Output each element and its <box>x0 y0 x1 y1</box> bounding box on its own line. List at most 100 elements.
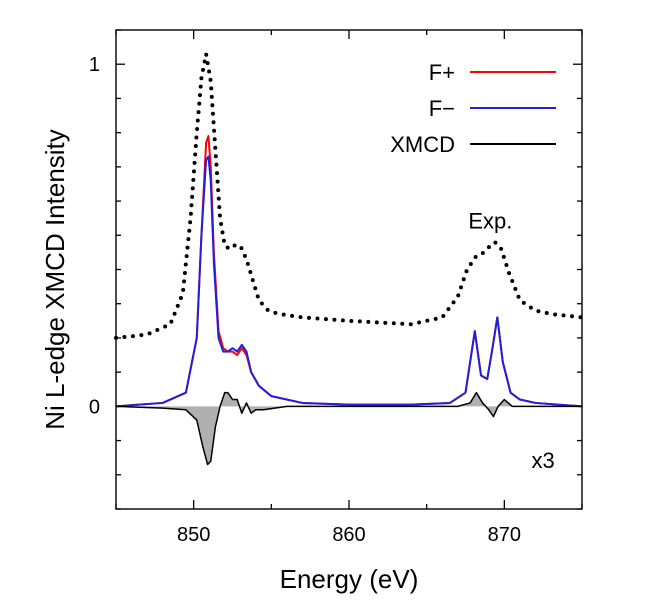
exp-data-point <box>507 271 512 276</box>
exp-data-point <box>187 228 192 233</box>
exp-data-point <box>248 269 253 274</box>
exp-data-point <box>215 171 220 176</box>
exp-data-point <box>198 84 203 89</box>
exp-data-point <box>197 93 202 98</box>
exp-data-point <box>253 286 258 291</box>
exp-data-point <box>212 137 217 142</box>
exp-data-point <box>340 318 345 323</box>
exp-data-point <box>193 152 198 157</box>
exp-data-point <box>298 315 303 320</box>
x-axis-label: Energy (eV) <box>280 564 419 594</box>
exp-data-point <box>213 154 218 159</box>
series-xmcd-line <box>115 391 582 466</box>
exp-data-point <box>208 77 213 82</box>
exp-data-point <box>513 286 518 291</box>
exp-data-point <box>456 293 461 298</box>
exp-data-point <box>147 331 152 336</box>
exp-data-point <box>306 315 311 320</box>
exp-data-point <box>130 334 135 339</box>
exp-data-point <box>225 245 230 250</box>
x-tick-label: 850 <box>177 524 210 546</box>
exp-data-point <box>199 76 204 81</box>
exp-data-point <box>493 240 498 245</box>
exp-data-point <box>202 59 207 64</box>
exp-data-point <box>433 316 438 321</box>
legend-label-fminus: F− <box>429 96 455 121</box>
exp-data-point <box>510 278 515 283</box>
exp-data-point <box>207 69 212 74</box>
exp-data-point <box>209 86 214 91</box>
exp-data-point <box>212 128 217 133</box>
y-tick-label: 1 <box>89 54 100 76</box>
exp-data-point <box>441 313 446 318</box>
exp-data-point <box>213 145 218 150</box>
exp-data-point <box>400 321 405 326</box>
exp-data-point <box>178 296 183 301</box>
exp-data-point <box>521 300 526 305</box>
ticks-layer: 850 860 870 0 1 <box>89 29 583 546</box>
exp-data-point <box>250 278 255 283</box>
exp-data-point <box>189 203 194 208</box>
exp-data-point <box>188 211 193 216</box>
exp-data-point <box>215 179 220 184</box>
x-tick-label: 870 <box>488 524 521 546</box>
exp-data-point <box>175 303 180 308</box>
exp-data-point <box>446 307 451 312</box>
exp-data-point <box>182 279 187 284</box>
series-fminus-line <box>115 155 583 408</box>
exp-data-point <box>193 143 198 148</box>
exp-data-point <box>220 230 225 235</box>
exp-data-point <box>232 243 237 248</box>
exp-data-point <box>242 253 247 258</box>
plot-frame <box>115 29 583 510</box>
y-axis-label: Ni L-edge XMCD Intensity <box>40 129 70 430</box>
exp-data-point <box>182 270 187 275</box>
exp-data-point <box>184 254 189 259</box>
exp-data-point <box>217 213 222 218</box>
exp-data-point <box>197 101 202 106</box>
legend: F+ F− XMCD <box>390 60 556 157</box>
exp-data-point <box>195 127 200 132</box>
exp-data-point <box>357 319 362 324</box>
exp-data-point <box>239 246 244 251</box>
exp-data-point <box>205 61 210 66</box>
exp-data-point <box>504 263 509 268</box>
exp-data-point <box>464 269 469 274</box>
exp-data-point <box>425 318 430 323</box>
exp-data-point <box>190 194 195 199</box>
exp-data-point <box>191 177 196 182</box>
exp-data-point <box>210 103 215 108</box>
exp-data-point <box>188 220 193 225</box>
data-layer <box>114 52 583 466</box>
exp-data-point <box>211 120 216 125</box>
exp-data-point <box>366 319 371 324</box>
exp-data-point <box>265 307 270 312</box>
exp-data-point <box>172 311 177 316</box>
scale-annotation: x3 <box>532 448 555 473</box>
exp-data-point <box>181 287 186 292</box>
xmcd-fill-area <box>116 392 582 465</box>
exp-data-point <box>169 319 174 324</box>
exp-data-point <box>536 309 541 314</box>
exp-data-point <box>216 188 221 193</box>
exp-data-point <box>473 254 478 259</box>
exp-data-point <box>122 334 127 339</box>
exp-data-point <box>255 294 260 299</box>
exp-data-point <box>553 312 558 317</box>
exp-data-point <box>204 52 209 57</box>
exp-data-point <box>245 261 250 266</box>
exp-data-point <box>461 277 466 282</box>
exp-data-point <box>196 110 201 115</box>
exp-data-point <box>163 324 168 329</box>
exp-data-point <box>349 318 354 323</box>
exp-data-point <box>259 301 264 306</box>
series-fplus-line <box>115 135 583 408</box>
exp-data-point <box>186 237 191 242</box>
exp-data-point <box>273 310 278 315</box>
exp-data-point <box>458 285 463 290</box>
exp-data-point <box>209 94 214 99</box>
exp-data-point <box>194 135 199 140</box>
y-tick-label: 0 <box>89 396 100 418</box>
legend-label-fplus: F+ <box>429 60 455 85</box>
